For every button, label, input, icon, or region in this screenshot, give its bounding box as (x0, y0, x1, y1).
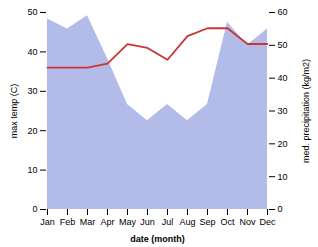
svg-text:20: 20 (278, 139, 288, 149)
svg-text:Jan: Jan (40, 217, 55, 227)
svg-text:Mar: Mar (80, 217, 96, 227)
svg-text:20: 20 (27, 126, 37, 136)
svg-text:0: 0 (278, 204, 283, 214)
svg-text:Jun: Jun (140, 217, 155, 227)
svg-text:Jul: Jul (162, 217, 174, 227)
svg-text:Apr: Apr (100, 217, 114, 227)
svg-text:60: 60 (278, 7, 288, 17)
svg-text:50: 50 (27, 7, 37, 17)
svg-text:10: 10 (278, 172, 288, 182)
svg-text:May: May (119, 217, 137, 227)
svg-text:Dec: Dec (259, 217, 276, 227)
svg-text:Oct: Oct (220, 217, 235, 227)
svg-text:date (month): date (month) (130, 234, 185, 244)
svg-text:10: 10 (27, 165, 37, 175)
svg-text:40: 40 (27, 47, 37, 57)
svg-text:Feb: Feb (60, 217, 76, 227)
svg-text:50: 50 (278, 40, 288, 50)
svg-text:Sep: Sep (199, 217, 215, 227)
svg-text:30: 30 (27, 86, 37, 96)
svg-text:Aug: Aug (179, 217, 195, 227)
svg-text:max temp (C): max temp (C) (9, 84, 19, 139)
svg-text:40: 40 (278, 73, 288, 83)
svg-text:0: 0 (32, 204, 37, 214)
svg-text:Nov: Nov (239, 217, 256, 227)
svg-text:med. precipitation (kg/m2): med. precipitation (kg/m2) (301, 59, 311, 163)
svg-text:30: 30 (278, 106, 288, 116)
